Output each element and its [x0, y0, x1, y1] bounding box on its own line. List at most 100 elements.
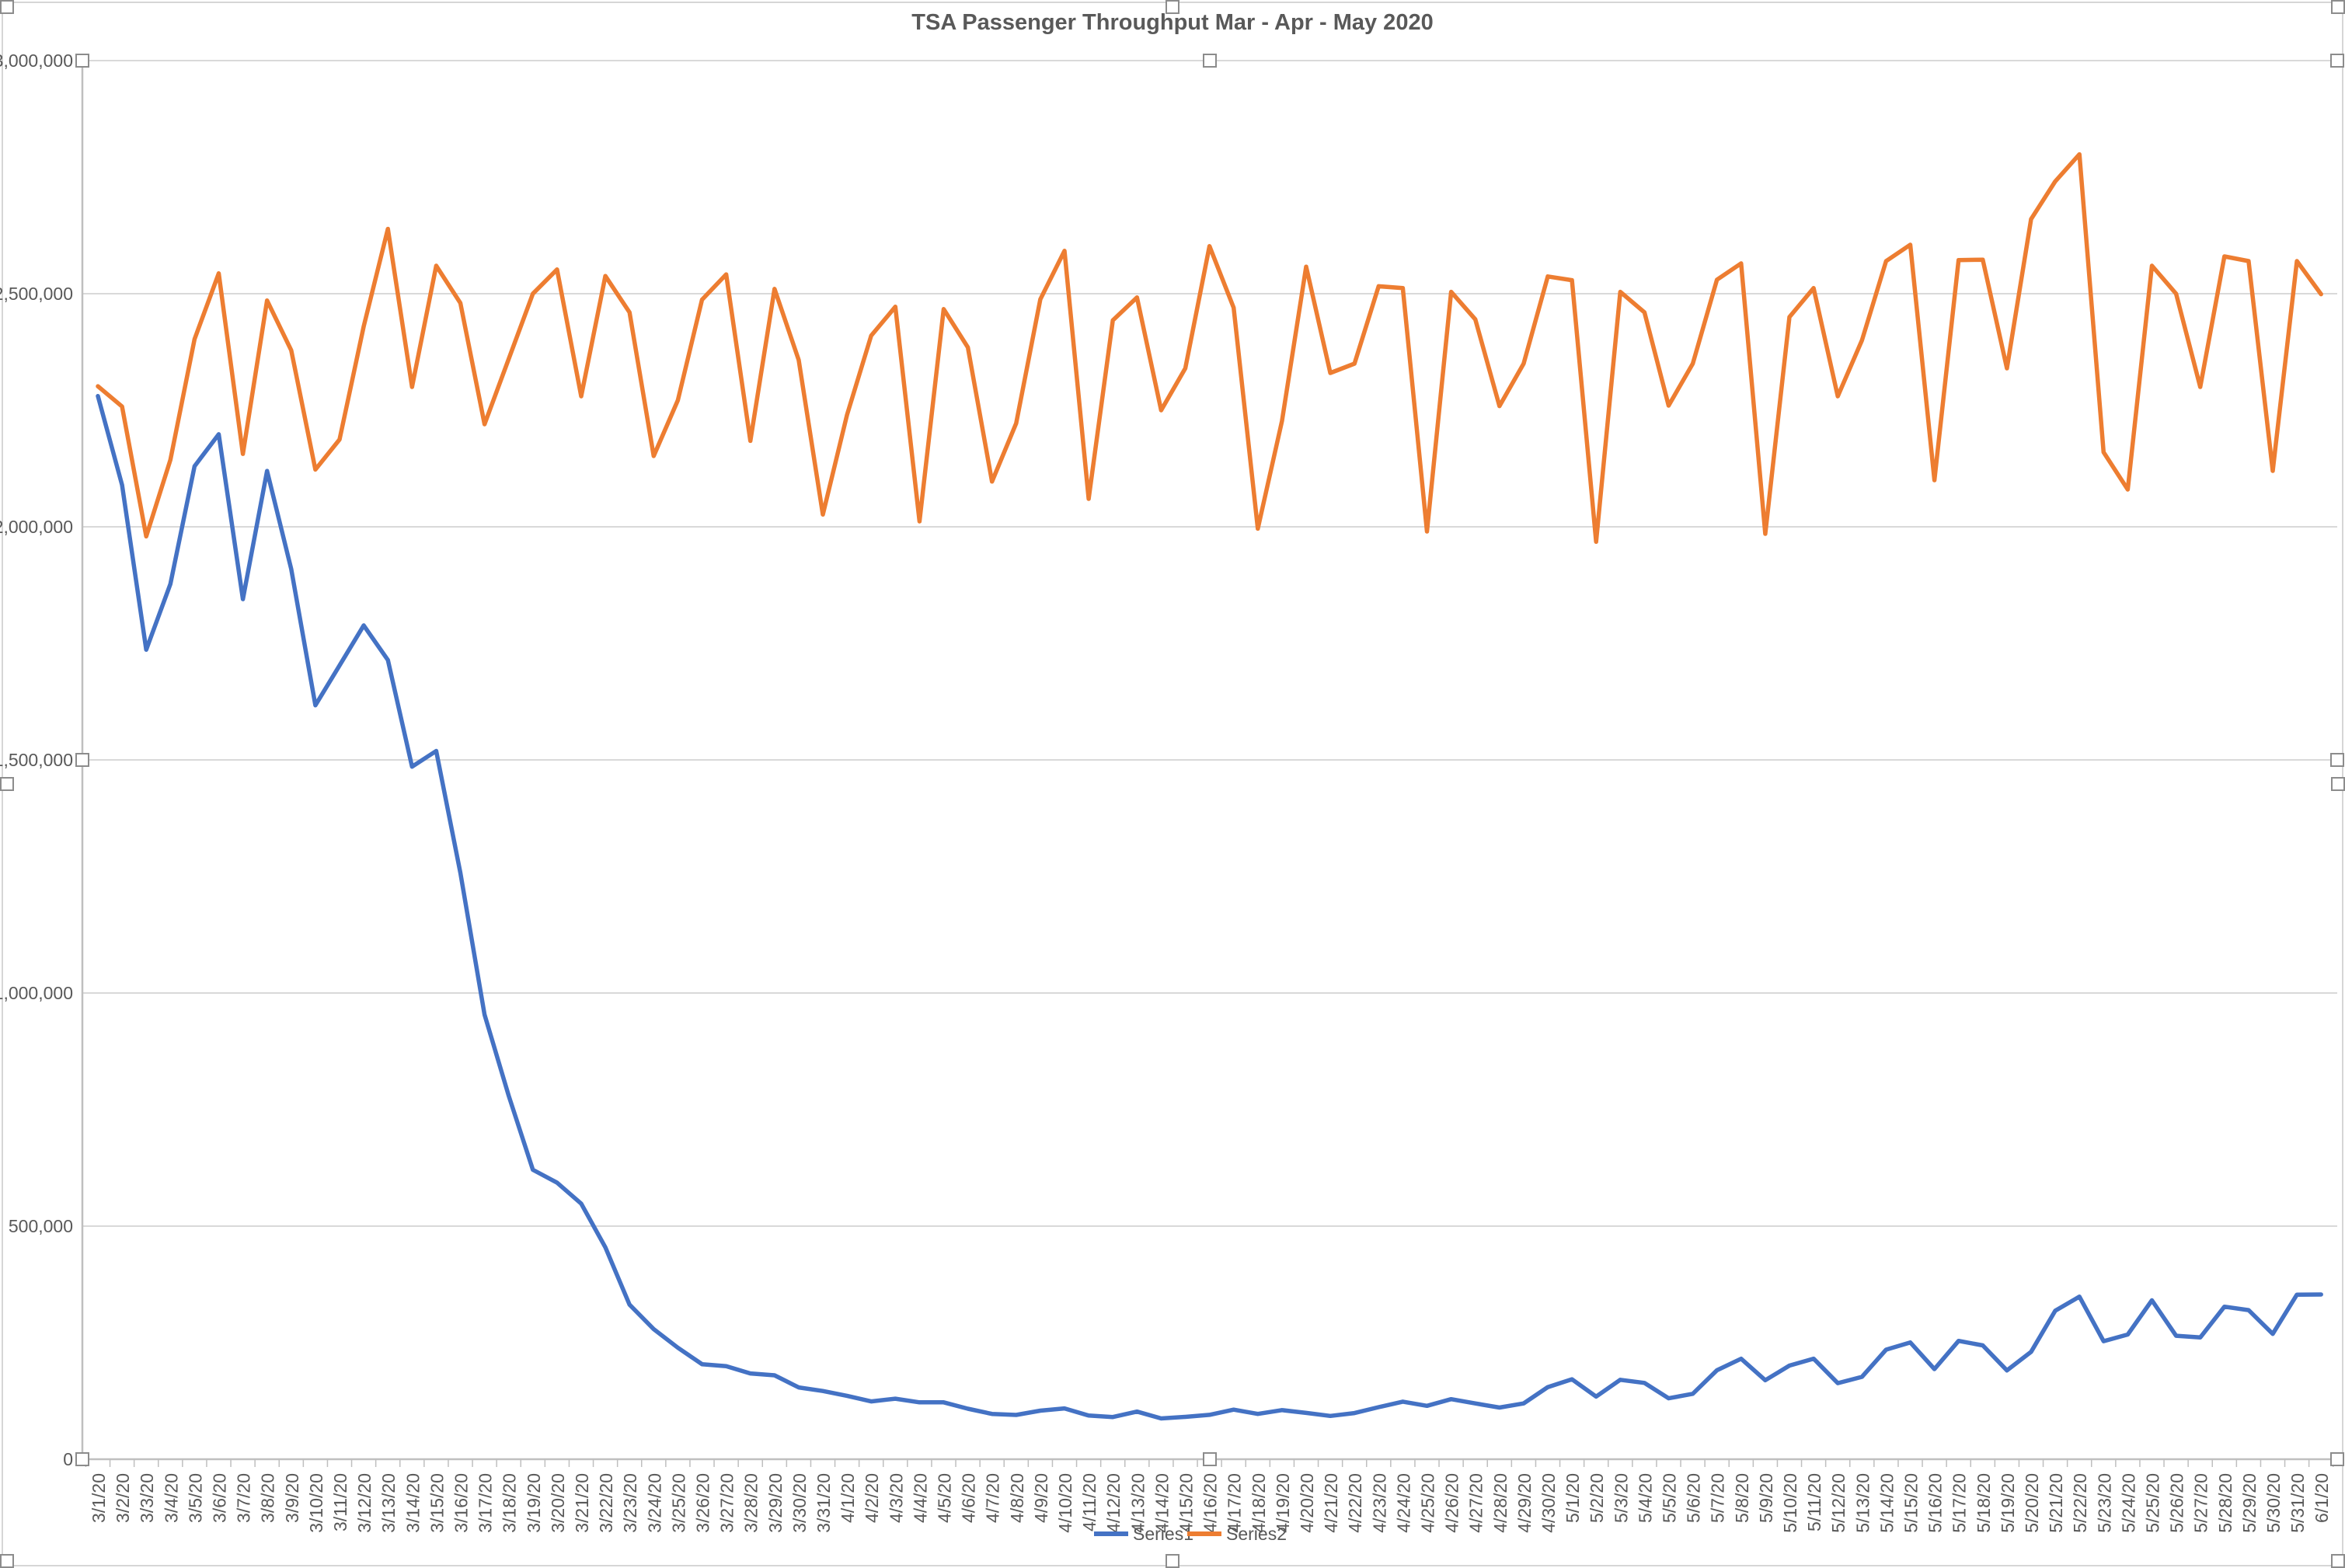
chart-selection-handle[interactable] [0, 777, 14, 791]
svg-text:5/10/20: 5/10/20 [1780, 1473, 1800, 1533]
svg-text:3/1/20: 3/1/20 [89, 1473, 109, 1523]
chart-selection-handle[interactable] [0, 1554, 14, 1568]
svg-text:4/10/20: 4/10/20 [1055, 1473, 1075, 1533]
svg-text:3/14/20: 3/14/20 [402, 1473, 423, 1533]
svg-text:3/20/20: 3/20/20 [548, 1473, 568, 1533]
svg-text:4/30/20: 4/30/20 [1538, 1473, 1559, 1533]
svg-text:4/26/20: 4/26/20 [1442, 1473, 1462, 1533]
svg-text:4/1/20: 4/1/20 [838, 1473, 858, 1523]
plot-area-selection-handle[interactable] [2330, 1452, 2344, 1466]
svg-text:3/9/20: 3/9/20 [282, 1473, 302, 1523]
svg-text:4/6/20: 4/6/20 [959, 1473, 979, 1523]
svg-text:3/11/20: 3/11/20 [330, 1473, 350, 1531]
y-axis-tick-labels: 0 500,000 1,000,000 1,500,000 2,000,000 2,500… [0, 51, 73, 1469]
chart-selection-handle[interactable] [1166, 1554, 1179, 1568]
legend-series2-label[interactable]: Series2 [1226, 1524, 1287, 1544]
svg-text:3/7/20: 3/7/20 [234, 1473, 254, 1523]
svg-text:5/21/20: 5/21/20 [2046, 1473, 2066, 1533]
svg-text:3/2/20: 3/2/20 [113, 1473, 133, 1523]
series1-line[interactable] [96, 393, 2323, 1421]
svg-text:3/12/20: 3/12/20 [354, 1473, 375, 1533]
svg-text:4/23/20: 4/23/20 [1369, 1473, 1389, 1533]
svg-text:5/18/20: 5/18/20 [1974, 1473, 1994, 1533]
svg-text:3/19/20: 3/19/20 [524, 1473, 544, 1533]
svg-text:3/21/20: 3/21/20 [572, 1473, 592, 1533]
svg-text:3,000,000: 3,000,000 [0, 51, 73, 71]
chart-title[interactable]: TSA Passenger Throughput Mar - Apr - May… [911, 10, 1433, 35]
x-axis-date-labels: 3/1/20 3/2/20 3/3/20 3/4/20 3/5/20 3/6/20 3/7/… [89, 1473, 2332, 1533]
svg-text:4/29/20: 4/29/20 [1514, 1473, 1535, 1533]
chart-selection-handle[interactable] [2331, 1554, 2345, 1568]
svg-text:5/14/20: 5/14/20 [1876, 1473, 1897, 1533]
svg-text:5/30/20: 5/30/20 [2263, 1473, 2284, 1533]
svg-text:5/27/20: 5/27/20 [2191, 1473, 2211, 1533]
svg-text:3/4/20: 3/4/20 [161, 1473, 181, 1523]
svg-text:4/8/20: 4/8/20 [1007, 1473, 1027, 1523]
svg-text:3/6/20: 3/6/20 [210, 1473, 230, 1523]
plot-area-selection-handle[interactable] [1203, 1452, 1217, 1466]
svg-text:5/13/20: 5/13/20 [1852, 1473, 1873, 1533]
plot-area-selection-handle[interactable] [75, 753, 89, 767]
svg-text:3/31/20: 3/31/20 [814, 1473, 834, 1533]
svg-text:4/17/20: 4/17/20 [1225, 1473, 1245, 1533]
svg-text:3/3/20: 3/3/20 [137, 1473, 157, 1523]
svg-text:4/19/20: 4/19/20 [1273, 1473, 1293, 1533]
svg-text:5/29/20: 5/29/20 [2239, 1473, 2260, 1533]
svg-text:6/1/20: 6/1/20 [2312, 1473, 2332, 1523]
svg-text:3/16/20: 3/16/20 [451, 1473, 472, 1533]
svg-text:4/9/20: 4/9/20 [1031, 1473, 1051, 1523]
svg-text:5/11/20: 5/11/20 [1804, 1473, 1824, 1531]
plot-area-selection-handle[interactable] [1203, 54, 1217, 68]
chart-selection-handle[interactable] [0, 0, 14, 14]
legend[interactable]: Series1 Series2 [1094, 1524, 1287, 1544]
svg-text:5/26/20: 5/26/20 [2167, 1473, 2187, 1533]
svg-text:3/24/20: 3/24/20 [644, 1473, 664, 1533]
plot-area-selection-handle[interactable] [2330, 753, 2344, 767]
chart-selection-handle[interactable] [2331, 777, 2345, 791]
svg-text:1,000,000: 1,000,000 [0, 983, 73, 1003]
svg-text:5/19/20: 5/19/20 [1998, 1473, 2018, 1533]
svg-text:4/27/20: 4/27/20 [1466, 1473, 1486, 1533]
svg-text:3/5/20: 3/5/20 [185, 1473, 205, 1523]
svg-text:3/17/20: 3/17/20 [476, 1473, 496, 1533]
svg-text:5/25/20: 5/25/20 [2143, 1473, 2163, 1533]
svg-text:3/10/20: 3/10/20 [306, 1473, 326, 1533]
svg-text:2,000,000: 2,000,000 [0, 517, 73, 537]
svg-text:4/13/20: 4/13/20 [1127, 1473, 1148, 1533]
svg-text:3/27/20: 3/27/20 [717, 1473, 737, 1533]
svg-text:5/4/20: 5/4/20 [1635, 1473, 1655, 1523]
svg-text:3/29/20: 3/29/20 [765, 1473, 786, 1533]
svg-text:0: 0 [63, 1449, 73, 1469]
chart-selection-handle[interactable] [1166, 0, 1179, 14]
svg-text:3/22/20: 3/22/20 [596, 1473, 616, 1533]
series2-line[interactable] [96, 152, 2323, 544]
svg-text:4/14/20: 4/14/20 [1152, 1473, 1172, 1533]
svg-text:4/7/20: 4/7/20 [983, 1473, 1003, 1523]
svg-text:4/28/20: 4/28/20 [1490, 1473, 1510, 1533]
plot-area-selection-handle[interactable] [2330, 54, 2344, 68]
svg-text:4/22/20: 4/22/20 [1345, 1473, 1365, 1533]
svg-text:5/12/20: 5/12/20 [1828, 1473, 1848, 1533]
svg-text:500,000: 500,000 [9, 1216, 73, 1236]
svg-text:5/2/20: 5/2/20 [1587, 1473, 1607, 1523]
chart-selection-handle[interactable] [2331, 0, 2345, 14]
svg-text:5/8/20: 5/8/20 [1732, 1473, 1752, 1523]
svg-text:4/11/20: 4/11/20 [1079, 1473, 1099, 1531]
svg-text:5/6/20: 5/6/20 [1684, 1473, 1704, 1523]
plot-area-selection-handle[interactable] [75, 1452, 89, 1466]
svg-text:5/5/20: 5/5/20 [1660, 1473, 1680, 1523]
svg-text:4/5/20: 4/5/20 [935, 1473, 955, 1523]
svg-text:3/23/20: 3/23/20 [620, 1473, 640, 1533]
svg-text:4/20/20: 4/20/20 [1297, 1473, 1317, 1533]
svg-text:5/1/20: 5/1/20 [1563, 1473, 1583, 1523]
legend-series1-label[interactable]: Series1 [1133, 1524, 1193, 1544]
svg-text:4/4/20: 4/4/20 [910, 1473, 930, 1523]
plot-area-selection-handle[interactable] [75, 54, 89, 68]
svg-text:5/28/20: 5/28/20 [2215, 1473, 2235, 1533]
svg-text:4/15/20: 4/15/20 [1176, 1473, 1197, 1533]
svg-text:5/9/20: 5/9/20 [1756, 1473, 1776, 1523]
svg-text:4/24/20: 4/24/20 [1393, 1473, 1413, 1533]
svg-text:4/3/20: 4/3/20 [886, 1473, 906, 1523]
